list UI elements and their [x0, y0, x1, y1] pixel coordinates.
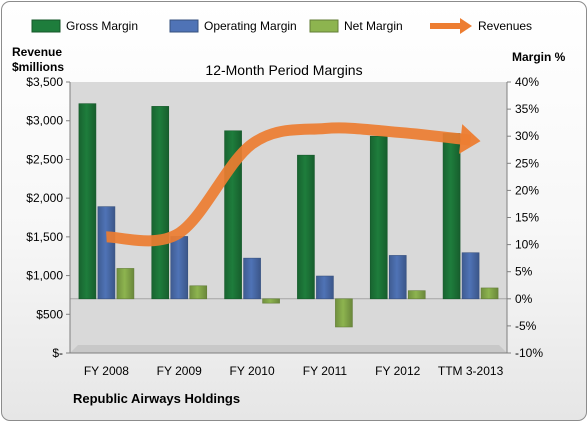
bar-operating-margin-fy-2008 [97, 206, 116, 300]
bar-gross-margin-fy-2009 [151, 106, 170, 300]
left-axis-title-line-2: $millions [12, 60, 64, 74]
legend-label-revenues: Revenues [478, 19, 532, 33]
legend-swatch-operating-margin [169, 19, 199, 33]
left-tick-label: $1,500 [26, 230, 63, 244]
x-tick-label: FY 2012 [375, 364, 420, 378]
right-tick-label: 35% [515, 102, 539, 116]
revenue-arrow-head [459, 124, 481, 154]
legend-label-gross-margin: Gross Margin [66, 19, 138, 33]
x-tick-label: FY 2010 [230, 364, 275, 378]
chart-title: 12-Month Period Margins [205, 62, 362, 78]
legend-swatch-gross-margin [31, 19, 61, 33]
left-tick-label: $2,000 [26, 191, 63, 205]
bar-net-margin-ttm-3-2013 [480, 287, 499, 300]
left-axis-title-line-1: Revenue [12, 45, 62, 59]
legend-label-net-margin: Net Margin [344, 19, 403, 33]
right-tick-label: -5% [515, 319, 537, 333]
right-tick-label: 5% [515, 265, 533, 279]
plot-background [70, 82, 507, 353]
bar-net-margin-fy-2012 [407, 290, 426, 300]
bar-net-margin-fy-2008 [116, 268, 135, 300]
right-tick-label: 10% [515, 238, 539, 252]
bar-gross-margin-ttm-3-2013 [442, 133, 461, 300]
right-axis-title: Margin % [512, 50, 566, 64]
x-tick-label: FY 2009 [157, 364, 202, 378]
bar-net-margin-fy-2011 [335, 298, 353, 328]
x-tick-label: FY 2008 [84, 364, 129, 378]
bar-operating-margin-fy-2009 [170, 236, 189, 300]
right-tick-label: 15% [515, 211, 539, 225]
right-tick-label: 30% [515, 129, 539, 143]
left-tick-label: $1,000 [26, 269, 63, 283]
bar-net-margin-fy-2010 [262, 298, 280, 304]
bar-gross-margin-fy-2012 [369, 135, 388, 300]
plot-area [70, 82, 507, 353]
right-tick-label: 0% [515, 292, 533, 306]
right-tick-label: -10% [515, 346, 543, 360]
bar-gross-margin-fy-2008 [78, 103, 97, 300]
left-tick-label: $- [52, 346, 63, 360]
x-tick-label: TTM 3-2013 [438, 364, 504, 378]
left-tick-label: $2,500 [26, 152, 63, 166]
legend-arrow-revenues [460, 18, 472, 34]
bar-operating-margin-fy-2010 [243, 257, 261, 300]
left-tick-label: $3,500 [26, 75, 63, 89]
left-tick-label: $3,000 [26, 114, 63, 128]
plot-floor [70, 345, 507, 353]
bar-gross-margin-fy-2011 [297, 154, 315, 300]
bar-operating-margin-ttm-3-2013 [461, 252, 480, 300]
revenue-line [106, 122, 481, 247]
legend-label-operating-margin: Operating Margin [204, 19, 297, 33]
x-tick-label: FY 2011 [303, 364, 348, 378]
bars [78, 103, 499, 328]
bar-net-margin-fy-2009 [189, 285, 208, 300]
legend: Gross Margin Operating Margin Net Margin Re… [31, 18, 532, 34]
revenue-line-path [106, 122, 472, 247]
legend-swatch-net-margin [309, 19, 339, 33]
company-label: Republic Airways Holdings [73, 391, 240, 406]
bar-operating-margin-fy-2012 [388, 255, 407, 300]
bar-operating-margin-fy-2011 [316, 275, 334, 300]
axes: $- $500 $1,000 $1,500 $2,000 $2,500 $3,000 $3,5… [26, 75, 543, 378]
left-tick-label: $500 [36, 307, 63, 321]
right-tick-label: 25% [515, 156, 539, 170]
right-tick-label: 20% [515, 183, 539, 197]
right-tick-label: 40% [515, 75, 539, 89]
